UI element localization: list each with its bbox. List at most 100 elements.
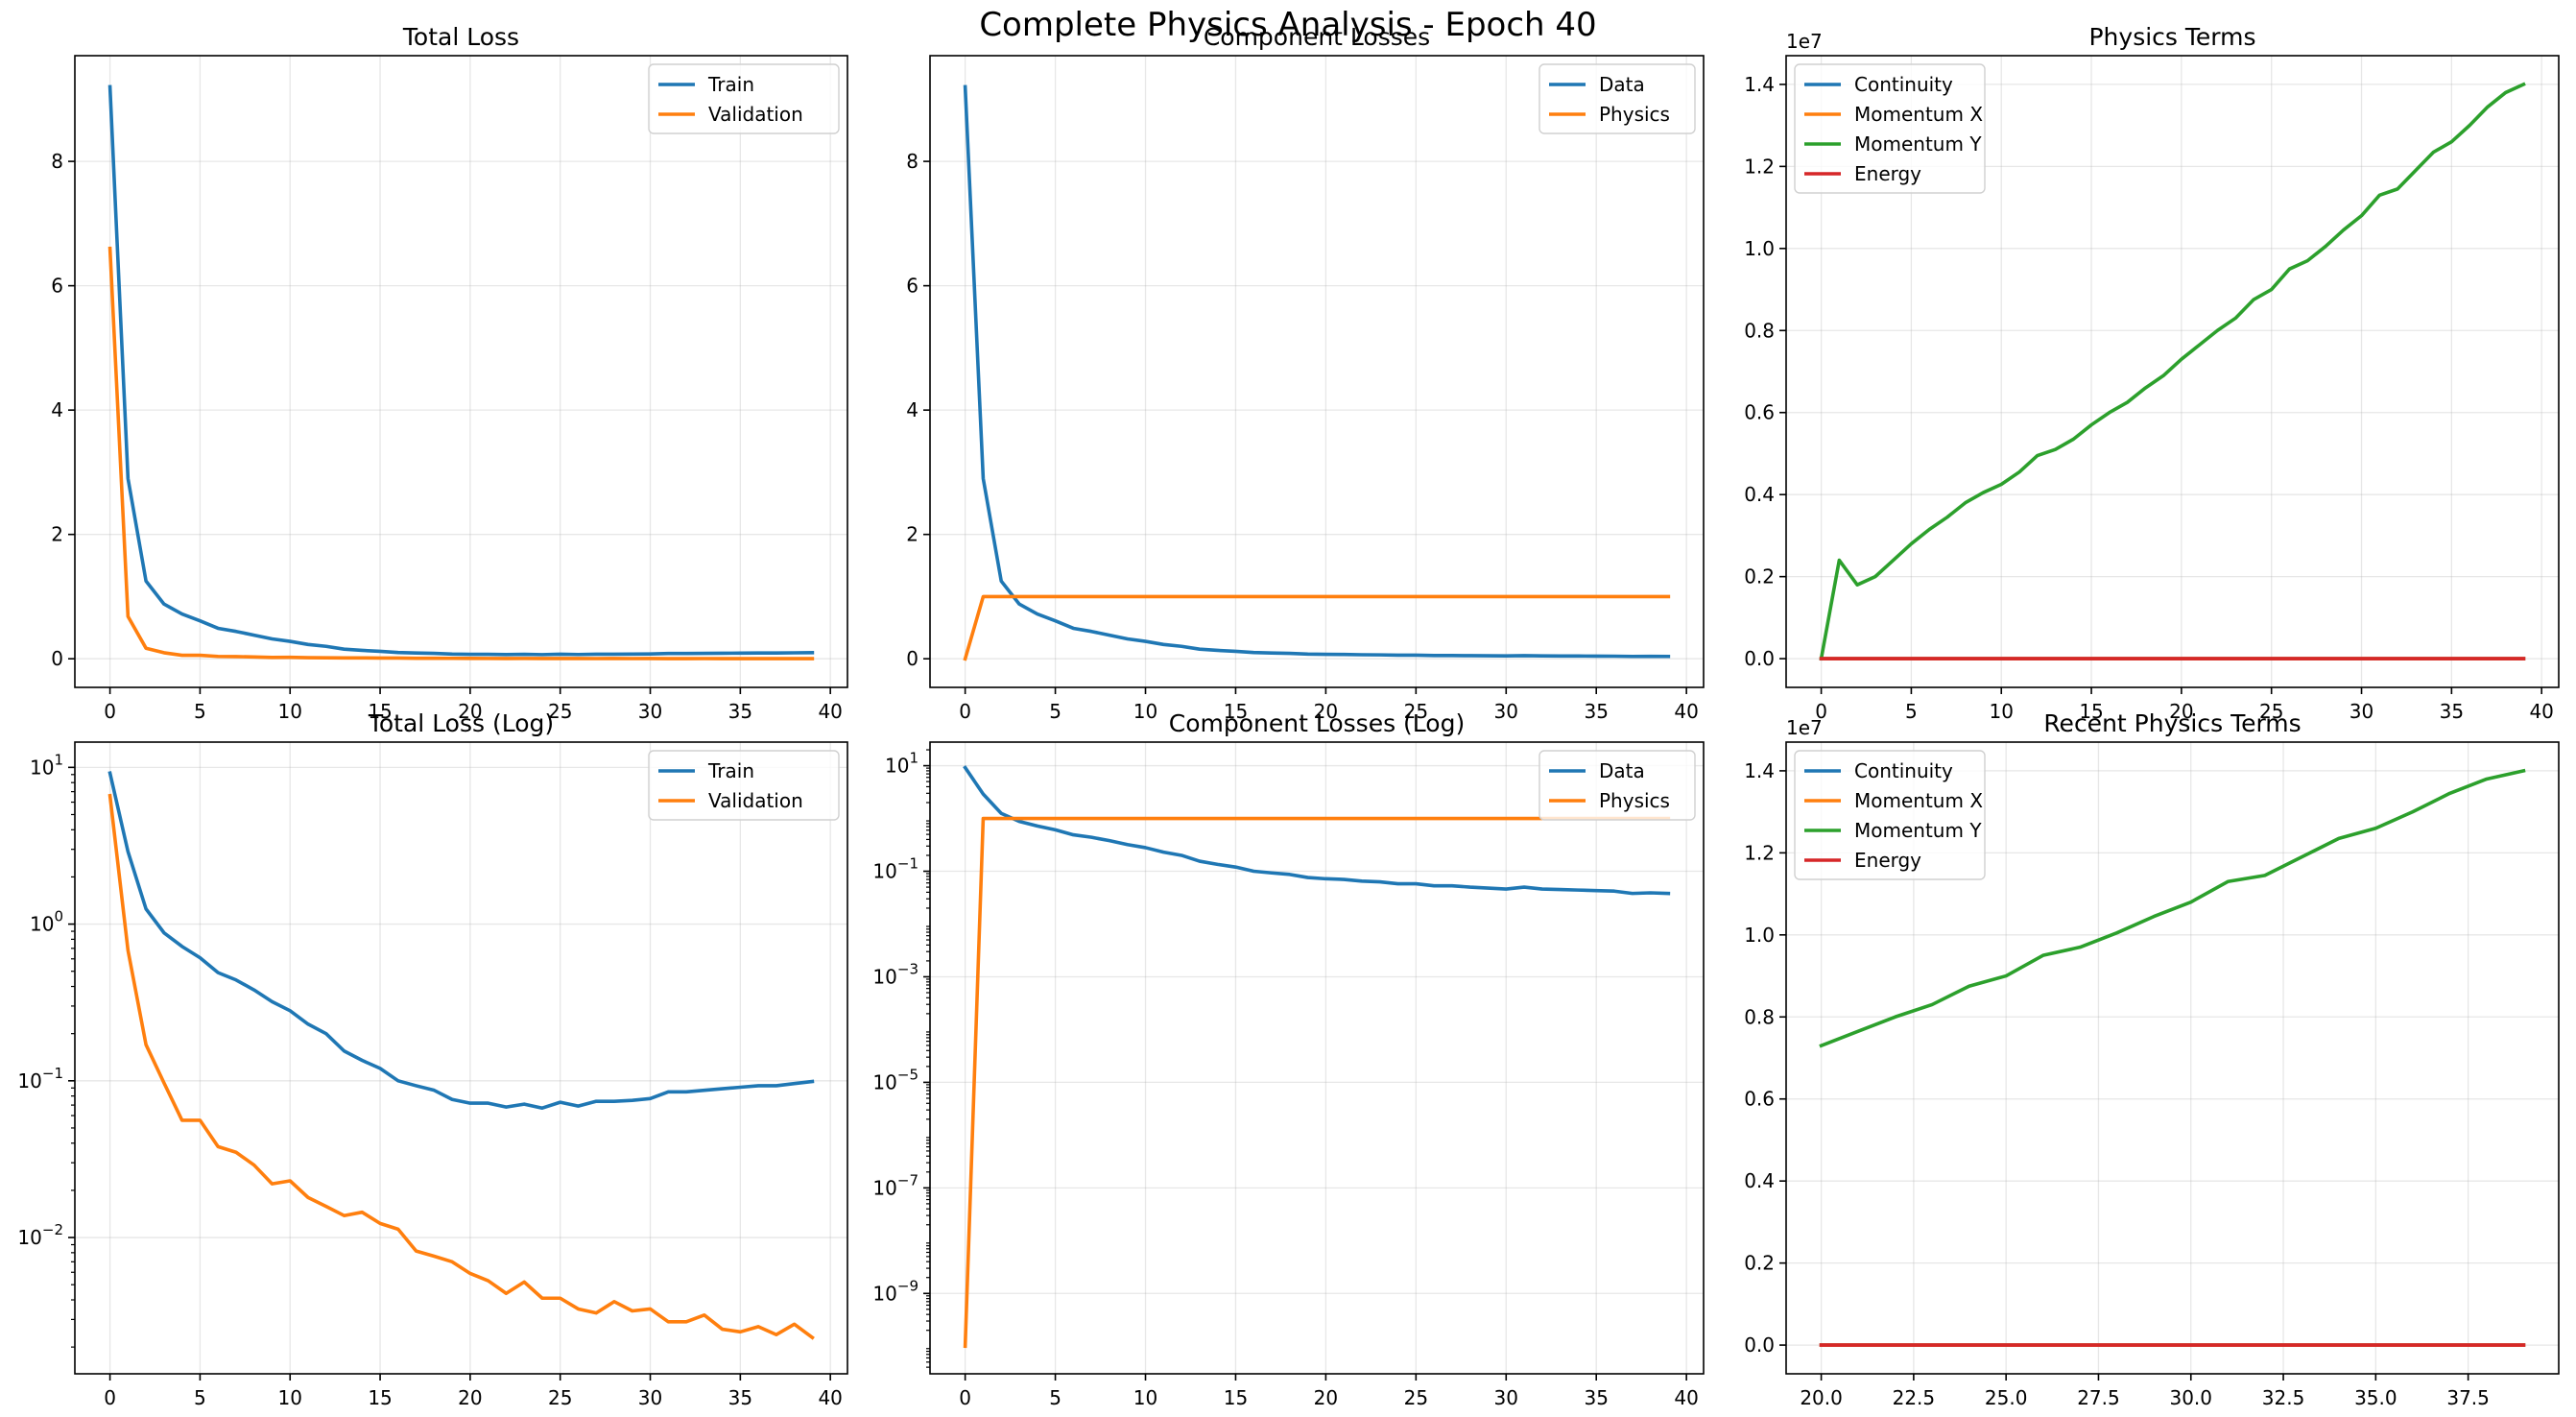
panel-title: Physics Terms — [2088, 23, 2255, 51]
y-tick-label: 4 — [906, 398, 918, 421]
x-tick-label: 40 — [2529, 700, 2553, 723]
legend-box — [648, 63, 840, 134]
y-tick-label: 101 — [885, 750, 918, 778]
series-line-train — [107, 771, 815, 1110]
legend-label-train: Train — [707, 759, 754, 782]
legend-box — [1794, 63, 1986, 194]
x-tick-label: 20.0 — [1800, 1386, 1843, 1409]
x-tick-label: 40 — [818, 1386, 842, 1409]
axes-frame — [74, 741, 848, 1375]
y-tick-label: 0.0 — [1744, 1333, 1775, 1357]
x-tick-label: 40 — [1674, 1386, 1698, 1409]
x-tick-label: 40 — [818, 700, 842, 723]
x-tick-label: 40 — [1674, 700, 1698, 723]
x-tick-label: 0 — [959, 1386, 971, 1409]
y-tick-label: 10−2 — [17, 1221, 63, 1249]
x-tick-label: 10 — [1133, 1386, 1157, 1409]
x-tick-label: 30 — [638, 700, 662, 723]
axes-frame — [1785, 741, 2560, 1375]
legend: Continuity Momentum X Momentum Y Energy — [1794, 750, 1986, 880]
legend-label-validation: Validation — [708, 103, 803, 126]
x-tick-label: 32.5 — [2262, 1386, 2305, 1409]
axes-frame — [929, 55, 1705, 688]
x-tick-label: 15 — [1224, 1386, 1248, 1409]
x-tick-label: 5 — [194, 700, 206, 723]
panel-title: Recent Physics Terms — [2043, 709, 2301, 737]
x-tick-label: 0 — [959, 700, 971, 723]
panel-component-losses: 0 5 10 15 20 25 30 35 40 0 2 4 6 8 Component Losses Dat… — [906, 23, 1705, 723]
x-tick-label: 25 — [548, 1386, 572, 1409]
figure-title: Complete Physics Analysis - Epoch 40 — [979, 6, 1597, 44]
panel-title: Component Losses — [1204, 23, 1430, 51]
y-tick-label: 10−7 — [872, 1171, 918, 1199]
y-tick-label: 0.6 — [1744, 401, 1775, 424]
x-tick-label: 5 — [194, 1386, 206, 1409]
y-tick-label: 0.8 — [1744, 1005, 1775, 1028]
legend-label-momentum-x: Momentum X — [1854, 103, 1983, 126]
legend-box — [1794, 750, 1986, 880]
x-tick-label: 30 — [638, 1386, 662, 1409]
x-tick-label: 25 — [2259, 700, 2283, 723]
series-line-momentum-y — [1819, 82, 2526, 661]
x-tick-label: 15 — [1224, 700, 1248, 723]
y-tick-label: 4 — [51, 398, 63, 421]
panel-title: Total Loss (Log) — [368, 709, 554, 737]
y-tick-label: 0.6 — [1744, 1088, 1775, 1111]
panel-title: Component Losses (Log) — [1169, 709, 1465, 737]
legend: Data Physics — [1538, 63, 1696, 134]
y-tick-label: 101 — [30, 751, 63, 779]
y-tick-label: 0.0 — [1744, 647, 1775, 670]
x-tick-label: 37.5 — [2446, 1386, 2490, 1409]
x-tick-label: 0 — [104, 1386, 116, 1409]
y-tick-label: 1.4 — [1744, 759, 1775, 782]
legend-label-momentum-y: Momentum Y — [1854, 132, 1982, 156]
x-tick-label: 22.5 — [1893, 1386, 1936, 1409]
x-tick-label: 20 — [458, 700, 482, 723]
legend-label-data: Data — [1599, 73, 1645, 96]
legend: Data Physics — [1538, 750, 1696, 821]
x-tick-label: 20 — [1314, 1386, 1338, 1409]
y-tick-label: 1.2 — [1744, 841, 1775, 864]
legend-label-continuity: Continuity — [1854, 759, 1953, 782]
y-tick-label: 0.4 — [1744, 483, 1775, 506]
axes-frame — [74, 55, 848, 688]
y-tick-label: 0.2 — [1744, 565, 1775, 588]
x-tick-label: 25 — [1404, 700, 1428, 723]
y-tick-label: 2 — [906, 523, 918, 546]
y-tick-label: 10−5 — [872, 1066, 918, 1093]
y-tick-label: 1.0 — [1744, 924, 1775, 947]
y-tick-label: 0.8 — [1744, 319, 1775, 342]
series-line-data — [963, 84, 1671, 659]
x-tick-label: 0 — [1815, 700, 1827, 723]
y-tick-label: 6 — [51, 275, 63, 298]
legend-box — [648, 750, 840, 821]
x-tick-label: 10 — [278, 700, 302, 723]
legend-label-energy: Energy — [1854, 849, 1921, 872]
series-line-train — [107, 84, 815, 657]
x-tick-label: 30 — [1494, 1386, 1518, 1409]
y-tick-label: 10−1 — [872, 855, 918, 883]
series-line-physics — [963, 594, 1671, 661]
y-tick-label: 10−9 — [872, 1277, 918, 1305]
y-tick-label: 6 — [906, 275, 918, 298]
panel-total-loss-log: 0 5 10 15 20 25 30 35 40 10−2 10−1 100 101 Total Loss… — [17, 709, 848, 1409]
x-tick-label: 15 — [2079, 700, 2103, 723]
x-tick-label: 30 — [2349, 700, 2373, 723]
x-tick-label: 35 — [2440, 700, 2464, 723]
x-tick-label: 5 — [1905, 700, 1918, 723]
legend-label-momentum-x: Momentum X — [1854, 789, 1983, 812]
x-tick-label: 27.5 — [2077, 1386, 2120, 1409]
legend-label-physics: Physics — [1599, 789, 1670, 812]
panel-component-losses-log: 0 5 10 15 20 25 30 35 40 10−9 10−7 10−5 10−3 10−1 101 C… — [872, 709, 1705, 1409]
y-offset-label: 1e7 — [1786, 30, 1823, 53]
x-tick-label: 35 — [1584, 1386, 1608, 1409]
axes-frame — [929, 741, 1705, 1375]
series-line-momentum-y — [1819, 768, 2526, 1048]
x-tick-label: 5 — [1049, 700, 1061, 723]
legend: Train Validation — [648, 63, 840, 134]
y-tick-label: 100 — [30, 908, 63, 936]
y-tick-label: 2 — [51, 523, 63, 546]
y-tick-label: 8 — [906, 150, 918, 173]
x-tick-label: 25.0 — [1985, 1386, 2028, 1409]
x-tick-label: 20 — [2169, 700, 2193, 723]
